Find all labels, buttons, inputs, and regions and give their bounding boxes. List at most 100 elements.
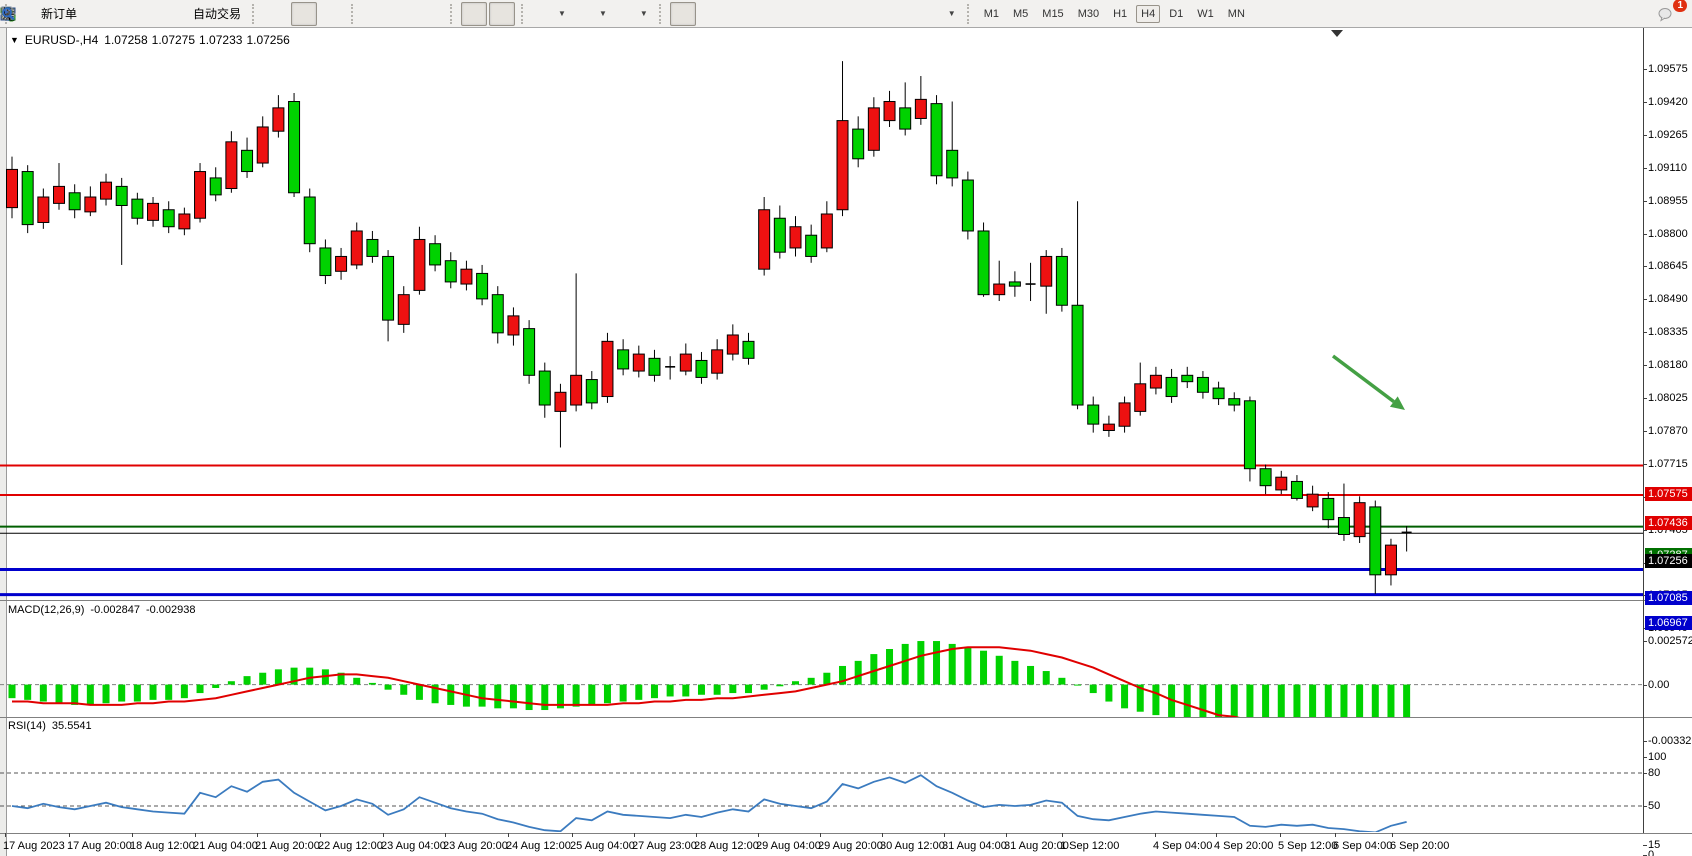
- profile-icon: [0, 6, 133, 22]
- timeframe-button-h1[interactable]: H1: [1113, 7, 1128, 20]
- zoom-in-button[interactable]: [2, 2, 388, 26]
- candlestick: [632, 353, 645, 372]
- profile-button[interactable]: [0, 2, 138, 26]
- macd-histogram-bar: [650, 684, 658, 699]
- toolbar-grip[interactable]: [252, 3, 259, 24]
- timeframe-group: M1 M5 M15 M30 H1 H4 D1 W1 MN: [977, 4, 1252, 23]
- chat-bubble-icon: [1658, 6, 1677, 22]
- macd-histogram-bar: [86, 684, 94, 705]
- cursor-button[interactable]: [4, 1, 696, 26]
- timeframe-button-w1[interactable]: W1: [1197, 7, 1214, 20]
- macd-histogram-bar: [1183, 684, 1191, 717]
- new-order-icon: [1, 6, 37, 22]
- line-chart-button[interactable]: [1, 2, 345, 26]
- timeframe-button-h4[interactable]: H4: [1136, 4, 1161, 23]
- candlestick: [852, 128, 865, 160]
- new-order-button[interactable]: 新订单: [1, 2, 82, 26]
- timeframe-button-m1[interactable]: M1: [983, 7, 999, 20]
- toolbar-grip[interactable]: [351, 3, 358, 24]
- trendline-icon: [2, 6, 803, 22]
- chart-area[interactable]: ▼ EURUSD-,H4 1.07258 1.07275 1.07233 1.0…: [0, 28, 1692, 856]
- rsi-line: [11, 774, 1407, 832]
- signal-button[interactable]: [4, 2, 166, 26]
- time-axis-label: 4 Sep 20:00: [1214, 840, 1274, 852]
- candlestick: [789, 226, 802, 249]
- pane-separator[interactable]: [0, 717, 1692, 718]
- rsi-pane[interactable]: [0, 718, 1643, 832]
- bar-chart-button[interactable]: [1, 2, 289, 26]
- price-tick: [1643, 134, 1647, 136]
- collapse-icon[interactable]: ▼: [10, 35, 19, 45]
- chart-shift-button[interactable]: [1, 1, 516, 26]
- crosshair-button[interactable]: [2, 2, 724, 26]
- candlestick: [444, 260, 457, 283]
- toolbar-grip[interactable]: [966, 3, 974, 24]
- time-axis-label: 4 Sep 04:00: [1153, 840, 1213, 852]
- macd-histogram-bar: [290, 667, 298, 685]
- time-axis-tick: [1155, 833, 1156, 837]
- trendline-button[interactable]: [2, 2, 808, 26]
- candlestick: [84, 196, 97, 213]
- macd-histogram-bar: [541, 684, 549, 711]
- macd-histogram-bar: [1230, 684, 1238, 717]
- tile-windows-button[interactable]: [0, 2, 444, 26]
- toolbar-grip[interactable]: [658, 3, 666, 24]
- time-axis-label: 22 Aug 12:00: [318, 840, 383, 852]
- time-axis-tick: [1280, 833, 1281, 837]
- candlestick: [914, 98, 927, 119]
- rsi-tick: [1643, 845, 1647, 846]
- timeframe-button-m5[interactable]: M5: [1013, 7, 1029, 20]
- macd-axis-label: 0.00: [1648, 678, 1670, 691]
- candlestick-chart-button[interactable]: [1, 1, 318, 26]
- macd-axis-label: -0.003326: [1648, 735, 1692, 747]
- price-tick-label: 1.08180: [1648, 359, 1688, 372]
- timeframe-button-m30[interactable]: M30: [1077, 7, 1100, 20]
- price-tick-label: 1.08335: [1648, 326, 1688, 339]
- price-tick: [1643, 200, 1647, 202]
- styler-button[interactable]: [2, 2, 110, 26]
- toolbar-grip[interactable]: [450, 3, 457, 24]
- time-axis-tick: [1335, 833, 1336, 837]
- candlestick: [225, 141, 238, 190]
- timeframe-button-m15[interactable]: M15: [1042, 7, 1064, 20]
- symbol-title: EURUSD-,H4: [24, 33, 99, 47]
- notifications-button[interactable]: 1: [1656, 0, 1687, 26]
- price-pane[interactable]: [0, 28, 1643, 600]
- search-button[interactable]: [2, 2, 1654, 26]
- svg-text:T: T: [6, 9, 12, 19]
- timeframe-button-mn[interactable]: MN: [1227, 7, 1245, 20]
- fibonacci-button[interactable]: F: [2, 2, 864, 26]
- horizontal-line-button[interactable]: [2, 2, 780, 26]
- candlestick-icon: [1, 6, 312, 22]
- candlestick: [695, 359, 708, 378]
- time-axis-tick: [257, 833, 258, 837]
- time-axis-tick: [1062, 833, 1063, 837]
- text-label-button[interactable]: T: [1, 2, 920, 26]
- arrows-button[interactable]: ▼: [4, 2, 961, 26]
- templates-button[interactable]: ▼: [1, 2, 653, 26]
- indicators-button[interactable]: ▼: [1, 2, 571, 26]
- bar-chart-icon: [1, 6, 284, 22]
- text-button[interactable]: A: [4, 2, 892, 26]
- price-tick-label: 1.08955: [1648, 194, 1688, 207]
- candlestick: [1055, 255, 1068, 306]
- zoom-out-button[interactable]: [2, 2, 416, 26]
- macd-histogram-bar: [1152, 684, 1160, 716]
- toolbar-grip[interactable]: [521, 3, 528, 24]
- macd-histogram-bar: [1403, 684, 1411, 717]
- macd-histogram-bar: [1215, 684, 1223, 717]
- price-tick: [1643, 167, 1647, 169]
- macd-histogram-bar: [603, 684, 611, 704]
- timeframe-button-d1[interactable]: D1: [1169, 7, 1184, 20]
- periods-button[interactable]: ▼: [1, 2, 612, 26]
- macd-pane[interactable]: [0, 601, 1643, 717]
- vertical-line-button[interactable]: [7, 2, 752, 26]
- time-axis-label: 31 Aug 04:00: [942, 840, 1007, 852]
- candlestick: [413, 238, 426, 291]
- pane-separator[interactable]: [0, 600, 1692, 601]
- channel-button[interactable]: E: [1, 2, 836, 26]
- auto-scroll-button[interactable]: [1, 1, 488, 26]
- autotrade-button[interactable]: 自动交易: [2, 2, 246, 26]
- time-axis-tick: [508, 833, 509, 837]
- crosshair-icon: [2, 6, 719, 22]
